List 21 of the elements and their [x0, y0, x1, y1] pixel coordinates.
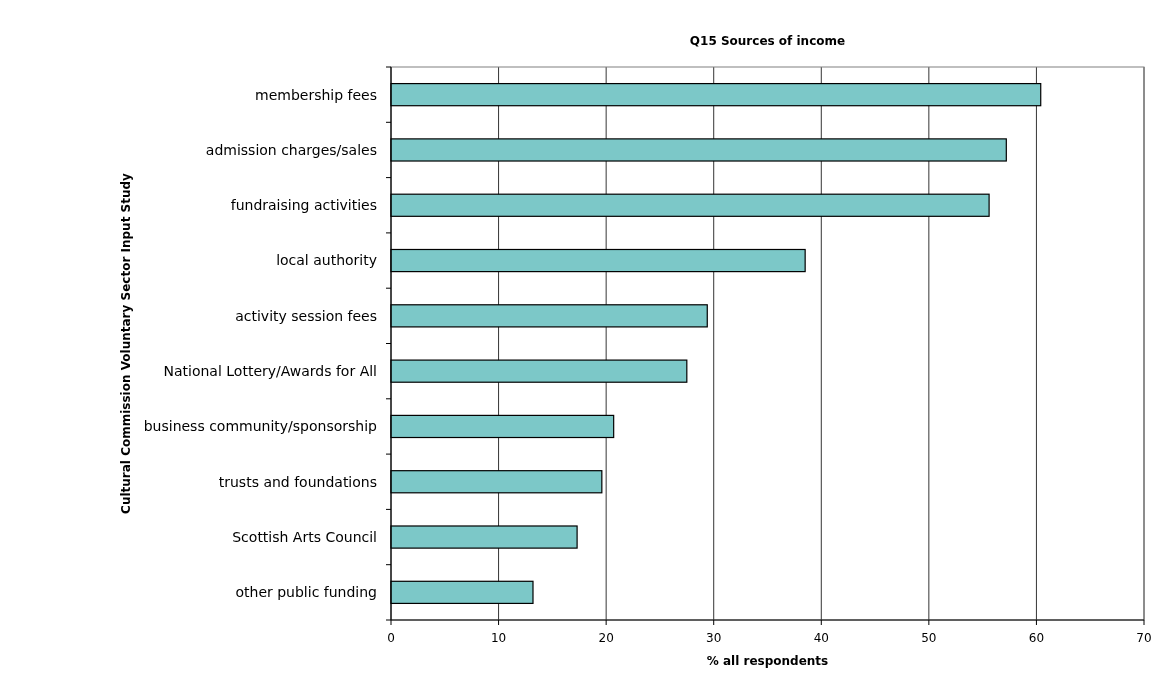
- x-tick-label: 30: [706, 631, 722, 645]
- x-tick-label: 0: [387, 631, 395, 645]
- y-tick-label: membership fees: [255, 86, 377, 103]
- y-tick-label: Scottish Arts Council: [232, 528, 377, 545]
- y-tick-label: local authority: [276, 252, 377, 269]
- x-tick-label: 20: [598, 631, 614, 645]
- y-tick-label: admission charges/sales: [205, 141, 377, 158]
- x-tick-label: 60: [1028, 631, 1045, 645]
- x-tick-label: 40: [813, 631, 829, 645]
- y-tick-label: trusts and foundations: [218, 473, 377, 490]
- y-tick-label: other public funding: [235, 584, 377, 601]
- y-tick-label: business community/sponsorship: [143, 418, 378, 435]
- x-axis-title: % all respondents: [706, 654, 829, 668]
- y-tick-label: National Lottery/Awards for All: [163, 363, 377, 380]
- x-tick-label: 10: [490, 631, 507, 645]
- y-tick-label: fundraising activities: [230, 197, 377, 214]
- y-tick-label: activity session fees: [235, 307, 377, 324]
- y-axis-title: Cultural Commission Voluntary Sector Input Study: [119, 172, 134, 514]
- x-tick-label: 70: [1136, 631, 1152, 645]
- chart-title: Q15 Sources of income: [689, 34, 846, 48]
- x-tick-label: 50: [921, 631, 937, 645]
